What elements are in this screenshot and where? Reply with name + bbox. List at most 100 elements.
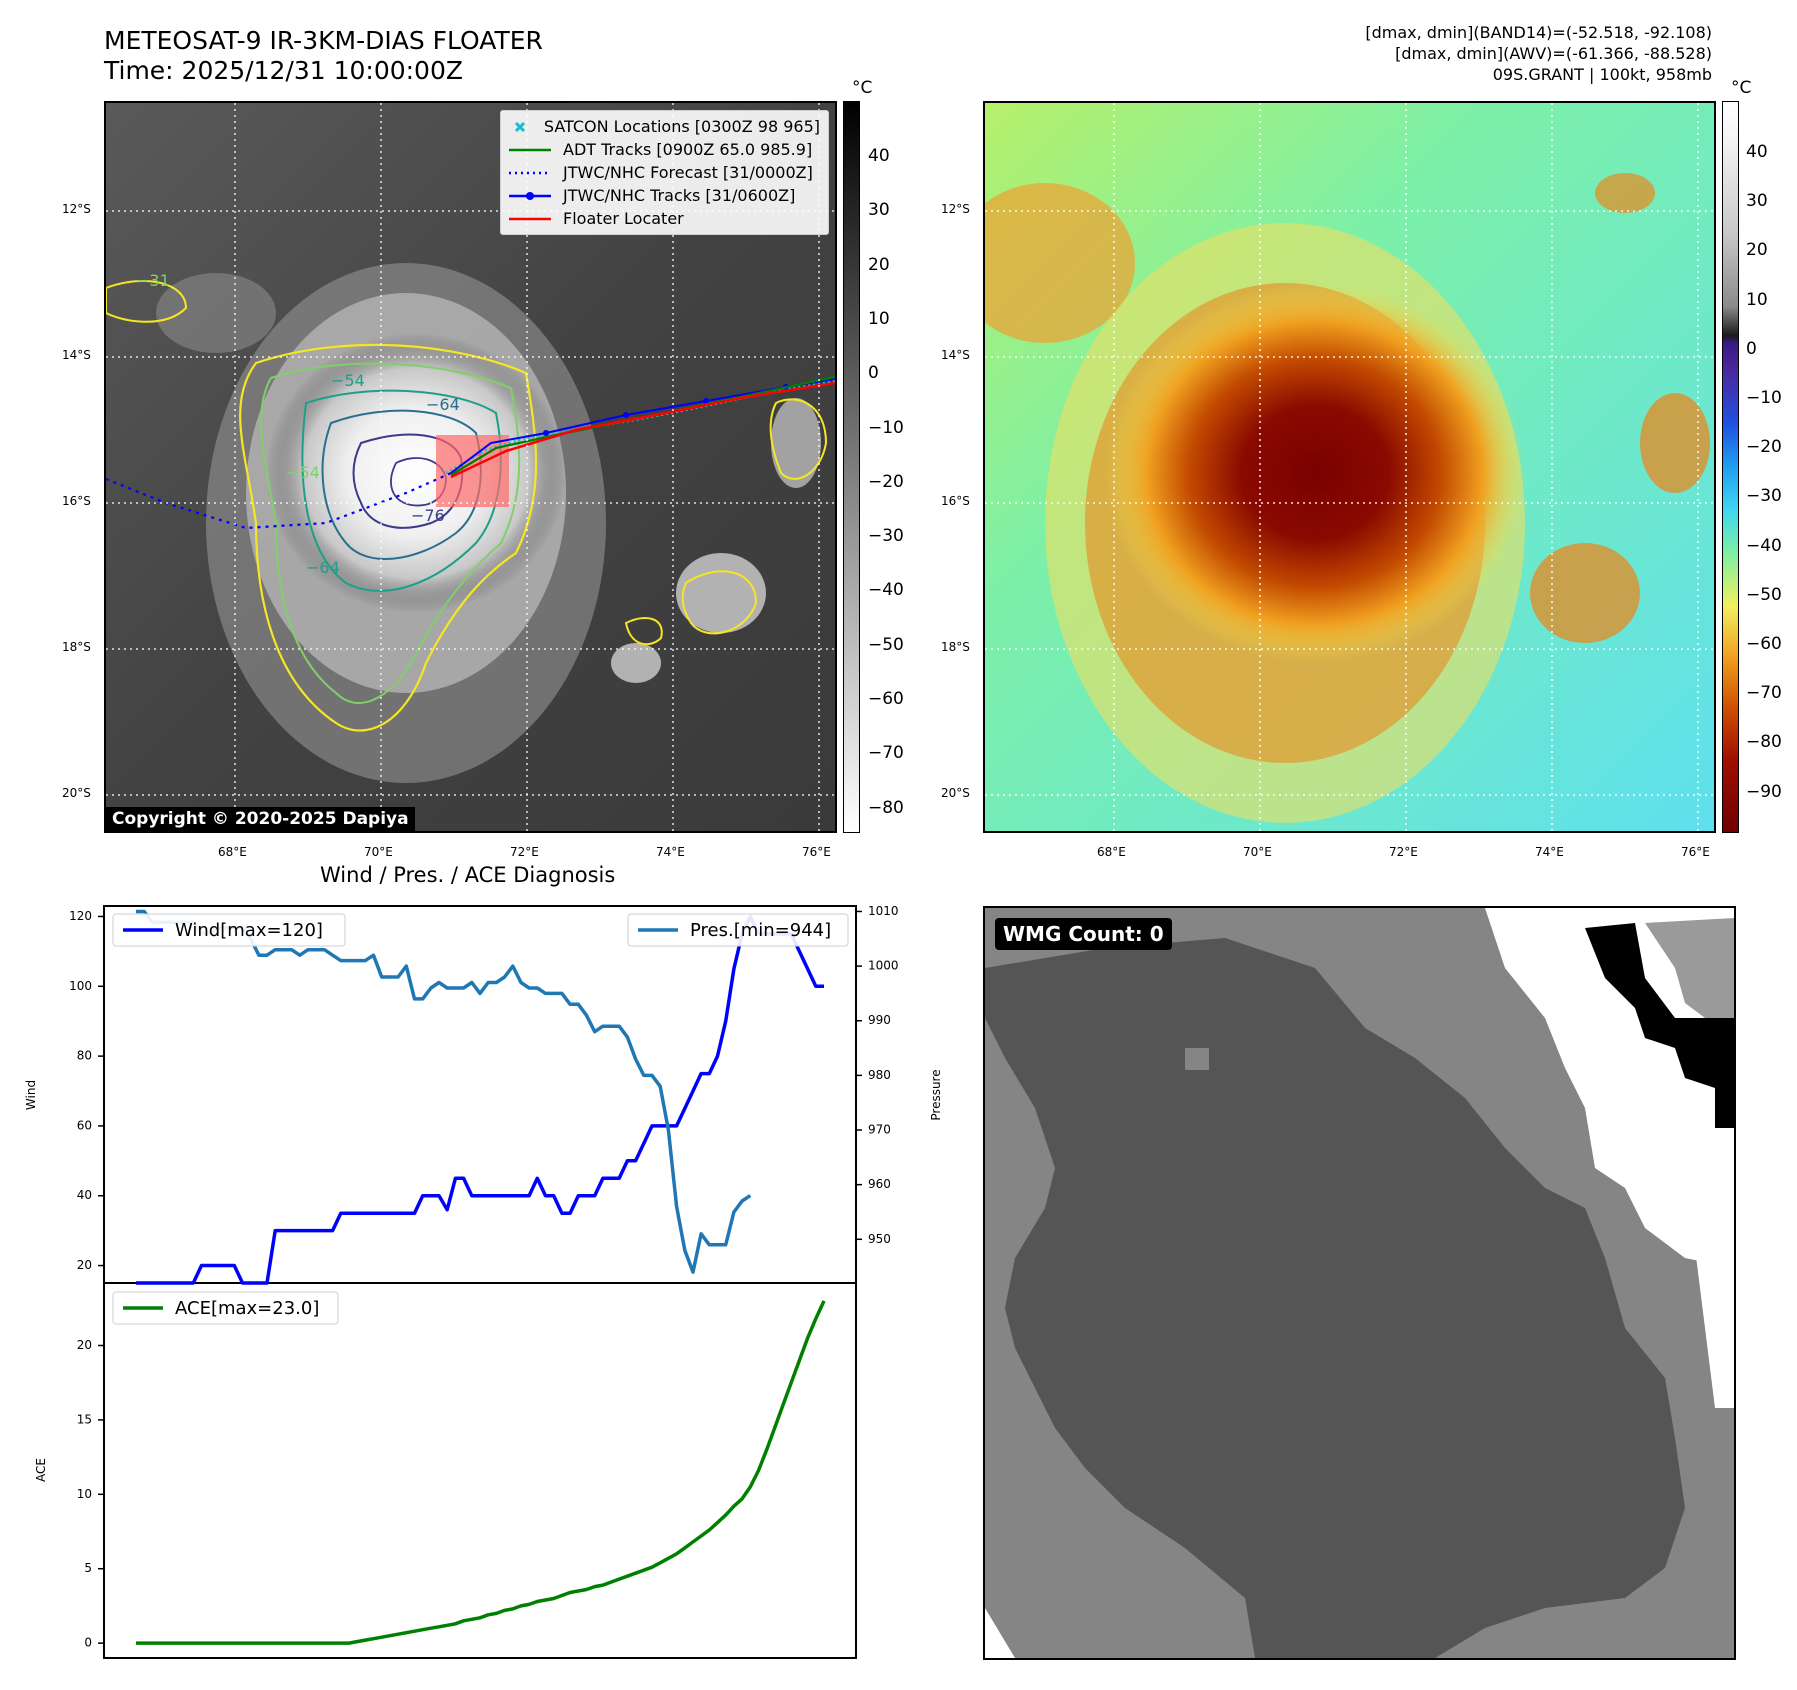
wind-tick-label: 120 — [69, 909, 92, 923]
awv-colorbar-tick: −40 — [1746, 535, 1782, 556]
wmg-image — [985, 908, 1734, 1658]
ir-colorbar-tick: 30 — [868, 200, 890, 221]
info-awv: [dmax, dmin](AWV)=(-61.366, -88.528) — [1395, 44, 1712, 63]
lat-tick: 12°S — [62, 202, 91, 216]
pressure-tick-label: 970 — [868, 1123, 891, 1137]
awv-colorbar-tick: −10 — [1746, 388, 1782, 408]
pressure-tick-label: 960 — [868, 1177, 891, 1191]
diagnosis-title: Wind / Pres. / ACE Diagnosis — [320, 863, 616, 887]
lat-tick: 16°S — [62, 494, 91, 508]
info-band14: [dmax, dmin](BAND14)=(-52.518, -92.108) — [1365, 23, 1712, 42]
ace-tick-label: 5 — [84, 1561, 92, 1575]
ir-colorbar-tick: 20 — [868, 254, 890, 275]
ace-tick-label: 10 — [77, 1487, 92, 1501]
lat-tick: 12°S — [941, 202, 970, 216]
contour-label: −64 — [426, 395, 460, 414]
pressure-legend: Pres.[min=944] — [627, 913, 849, 947]
ir-colorbar-tick: −10 — [868, 417, 904, 438]
pressure-tick-label: 990 — [868, 1013, 891, 1027]
wind-tick-label: 60 — [77, 1118, 92, 1132]
contour-label: −31 — [136, 271, 170, 290]
ir-colorbar-tick: 40 — [868, 146, 890, 166]
ir-colorbar — [843, 101, 860, 833]
pressure-tick-label: 950 — [868, 1232, 891, 1246]
contour-label: −64 — [306, 558, 340, 577]
wind-tick-label: 40 — [77, 1188, 92, 1202]
ir-colorbar-tick: −70 — [868, 743, 904, 764]
lat-tick: 18°S — [941, 640, 970, 654]
lat-tick: 16°S — [941, 494, 970, 508]
ir-colorbar-tick: −50 — [868, 634, 904, 655]
ace-legend: ACE[max=23.0] — [112, 1291, 339, 1325]
awv-map-panel[interactable] — [983, 101, 1716, 833]
lon-tick: 76°E — [802, 845, 831, 859]
pressure-series-line — [136, 909, 752, 1274]
awv-colorbar-tick: −30 — [1746, 486, 1782, 507]
lat-tick: 14°S — [62, 348, 91, 362]
awv-colorbar — [1722, 101, 1739, 833]
pressure-axis-title: Pressure — [929, 1069, 943, 1120]
contour-label: −54 — [286, 463, 320, 482]
awv-colorbar-tick: 40 — [1746, 142, 1768, 162]
lat-tick: 18°S — [62, 640, 91, 654]
ir-map-panel[interactable]: −31 −54 −64 −76 −64 −54 Copyright © 2020… — [104, 101, 837, 833]
ace-legend-label: ACE[max=23.0] — [175, 1298, 319, 1319]
wind-tick-label: 20 — [77, 1258, 92, 1272]
figure-title-line2: Time: 2025/12/31 10:00:00Z — [104, 56, 463, 85]
lat-tick: 20°S — [941, 786, 970, 800]
jtwc-forecast-track — [106, 471, 452, 530]
lon-tick: 76°E — [1681, 845, 1710, 859]
legend-entry-satcon: SATCON Locations [0300Z 98 965] — [509, 115, 820, 138]
wind-tick-label: 80 — [77, 1049, 92, 1063]
awv-colorbar-tick: −20 — [1746, 437, 1782, 458]
awv-colorbar-tick: −90 — [1746, 781, 1782, 802]
contour-label: −76 — [411, 506, 445, 525]
ir-colorbar-tick: −80 — [868, 797, 904, 818]
legend-entry-forecast: JTWC/NHC Forecast [31/0000Z] — [509, 163, 813, 182]
lon-tick: 68°E — [1097, 845, 1126, 859]
legend-entry-jtwc-tracks: JTWC/NHC Tracks [31/0600Z] — [509, 184, 820, 207]
lon-tick: 68°E — [218, 845, 247, 859]
awv-colorbar-tick: 10 — [1746, 289, 1768, 310]
ace-tick-label: 20 — [77, 1338, 92, 1352]
lon-tick: 74°E — [1535, 845, 1564, 859]
ir-legend: SATCON Locations [0300Z 98 965] ADT Trac… — [500, 110, 829, 235]
ir-colorbar-tick: −20 — [868, 471, 904, 492]
ir-colorbar-tick: 10 — [868, 308, 890, 329]
wind-tick-label: 100 — [69, 979, 92, 993]
figure-title-line1: METEOSAT-9 IR-3KM-DIAS FLOATER — [104, 26, 543, 55]
ace-axis-title: ACE — [34, 1458, 48, 1482]
wind-axis-title: Wind — [24, 1080, 38, 1110]
awv-colorbar-tick: −80 — [1746, 732, 1782, 753]
legend-entry-adt: ADT Tracks [0900Z 65.0 985.9] — [509, 140, 813, 159]
pressure-tick-label: 1000 — [868, 959, 899, 973]
copyright-label: Copyright © 2020-2025 Dapiya — [106, 807, 415, 831]
lon-tick: 70°E — [364, 845, 393, 859]
awv-satellite-image — [985, 103, 1714, 831]
diagnosis-chart[interactable]: 20 40 60 80 100 120 950 960 970 980 990 1000 1010 0 5… — [0, 890, 980, 1670]
floater-locater-track — [450, 381, 835, 479]
lon-tick: 72°E — [510, 845, 539, 859]
ir-colorbar-tick: 0 — [868, 363, 879, 384]
wind-legend-label: Wind[max=120] — [175, 920, 323, 941]
ir-colorbar-tick: −40 — [868, 580, 904, 601]
ace-axes — [103, 1282, 857, 1659]
awv-colorbar-tick: 30 — [1746, 191, 1768, 212]
pressure-tick-label: 1010 — [868, 904, 899, 918]
awv-colorbar-tick: −70 — [1746, 683, 1782, 704]
lon-tick: 72°E — [1389, 845, 1418, 859]
ace-tick-label: 0 — [84, 1636, 92, 1650]
lon-tick: 70°E — [1243, 845, 1272, 859]
wmg-panel[interactable]: WMG Count: 0 — [983, 906, 1736, 1660]
pressure-legend-label: Pres.[min=944] — [690, 920, 831, 941]
lat-tick: 20°S — [62, 786, 91, 800]
wind-series-line — [136, 914, 824, 1285]
ir-colorbar-unit: °C — [852, 78, 873, 98]
lon-tick: 74°E — [656, 845, 685, 859]
legend-entry-floater: Floater Locater — [509, 209, 684, 228]
info-storm: 09S.GRANT | 100kt, 958mb — [1492, 65, 1712, 84]
ace-series-line — [136, 1300, 826, 1645]
ir-colorbar-tick: −30 — [868, 526, 904, 547]
awv-colorbar-tick: −50 — [1746, 584, 1782, 605]
ace-tick-label: 15 — [77, 1412, 92, 1426]
